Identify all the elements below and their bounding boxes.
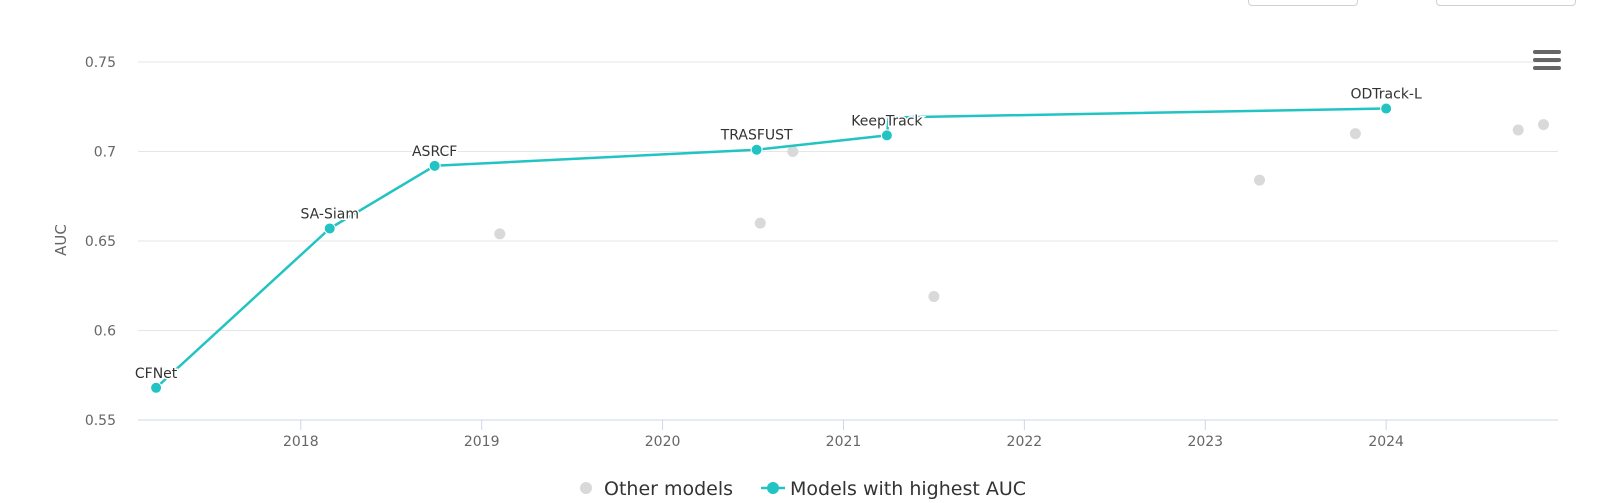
y-tick-label: 0.55	[85, 413, 116, 429]
y-tick-label: 0.6	[94, 324, 116, 340]
highest-auc-point[interactable]	[323, 222, 336, 235]
point-label: ODTrack-L	[1351, 87, 1422, 103]
point-label: ASRCF	[412, 144, 457, 160]
highest-auc-line	[155, 107, 1387, 389]
axes: 0.55 0.6 0.65 0.7 0.75 2018 2019 2020 2021 2022 20…	[85, 55, 1558, 450]
y-tick-label: 0.65	[85, 234, 116, 250]
other-model-point[interactable]	[928, 290, 940, 302]
x-tick-label: 2019	[464, 434, 500, 450]
menu-bar	[1533, 66, 1561, 70]
point-label: TRASFUST	[720, 128, 793, 144]
x-tick-label: 2018	[283, 434, 319, 450]
point-label: SA-Siam	[301, 206, 359, 222]
point-label: CFNet	[135, 366, 178, 382]
other-model-point[interactable]	[1349, 128, 1361, 140]
other-model-point[interactable]	[787, 146, 799, 157]
menu-bar	[1533, 50, 1561, 54]
x-tick-label: 2020	[645, 434, 681, 450]
legend-other-marker	[580, 482, 592, 494]
highest-auc-point[interactable]	[750, 143, 763, 156]
top-toolbar-button-left[interactable]	[1248, 0, 1358, 6]
y-tick-label: 0.75	[85, 55, 116, 71]
y-tick-label: 0.7	[94, 145, 116, 161]
x-tick-label: 2024	[1368, 434, 1404, 450]
legend-best-label[interactable]: Models with highest AUC	[790, 478, 1026, 500]
other-model-point[interactable]	[1512, 124, 1524, 136]
highest-auc-point[interactable]	[880, 129, 893, 142]
other-model-point[interactable]	[1538, 119, 1550, 131]
series	[150, 102, 1550, 394]
other-model-point[interactable]	[494, 228, 506, 240]
legend-other-label[interactable]: Other models	[604, 478, 733, 500]
grid-lines	[138, 61, 1558, 331]
other-model-point[interactable]	[754, 217, 766, 229]
y-axis-title: AUC	[52, 224, 70, 256]
chart-menu-icon[interactable]	[1533, 50, 1561, 76]
legend[interactable]: Other models Models with highest AUC	[580, 478, 1026, 500]
menu-bar	[1533, 58, 1561, 62]
x-tick-label: 2023	[1187, 434, 1223, 450]
point-labels: CFNet SA-Siam ASRCF TRASFUST KeepTrack ODTrac…	[133, 85, 1423, 383]
top-toolbar-button-right[interactable]	[1436, 0, 1576, 6]
highest-auc-point[interactable]	[1380, 102, 1393, 115]
point-label: KeepTrack	[851, 113, 923, 129]
highest-auc-point[interactable]	[428, 159, 441, 172]
other-model-point[interactable]	[1254, 174, 1266, 186]
highest-auc-point[interactable]	[150, 381, 163, 394]
legend-best-marker	[767, 482, 779, 494]
x-tick-label: 2021	[826, 434, 862, 450]
x-tick-label: 2022	[1007, 434, 1043, 450]
